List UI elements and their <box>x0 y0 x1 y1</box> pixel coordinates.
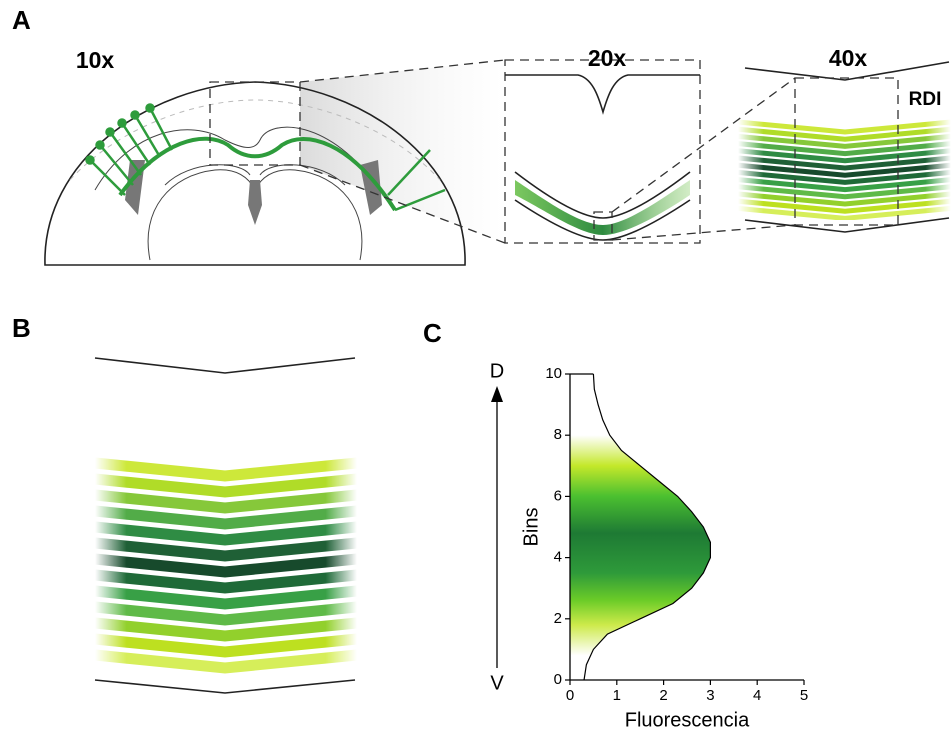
magnification: 40x <box>829 45 868 71</box>
ventral-label: V <box>490 672 504 694</box>
stripes-40x <box>738 122 951 218</box>
panel-label: B <box>12 313 31 343</box>
zoom-box-20x <box>505 60 700 243</box>
surface-b <box>95 358 355 373</box>
x-tick-label: 2 <box>659 687 667 704</box>
x-tick-label: 5 <box>800 687 808 704</box>
y-tick-label: 8 <box>554 426 562 443</box>
figure: A 10x 20x 40x RDI B C D V Bins Fluoresce… <box>0 0 951 736</box>
zoom-line <box>612 225 795 240</box>
zoom-fan <box>300 60 505 243</box>
stripe <box>95 463 357 476</box>
x-axis-label: Fluorescencia <box>625 709 750 731</box>
x-tick-label: 0 <box>566 687 574 704</box>
magnification: 10x <box>76 47 115 73</box>
surface-20x <box>505 75 700 112</box>
bottom-b <box>95 680 355 693</box>
panel-label: A <box>12 5 31 35</box>
third-ventricle <box>248 180 262 225</box>
rdi-label: RDI <box>909 89 942 110</box>
dorsal-label: D <box>490 360 504 382</box>
stripes-b <box>95 463 357 668</box>
x-tick-label: 1 <box>613 687 621 704</box>
zoom-box-10x <box>210 82 300 165</box>
x-tick-label: 3 <box>706 687 714 704</box>
arrow-head <box>491 386 503 402</box>
area-fill <box>570 374 710 680</box>
y-tick-label: 2 <box>554 610 562 627</box>
y-tick-label: 10 <box>545 365 562 382</box>
panel-label: C <box>423 318 442 348</box>
green-band-20x <box>515 180 690 235</box>
y-tick-label: 6 <box>554 487 562 504</box>
y-tick-label: 4 <box>554 549 562 566</box>
x-tick-label: 4 <box>753 687 761 704</box>
y-axis-label: Bins <box>520 508 542 547</box>
y-tick-label: 0 <box>554 671 562 688</box>
magnification: 20x <box>588 45 627 71</box>
